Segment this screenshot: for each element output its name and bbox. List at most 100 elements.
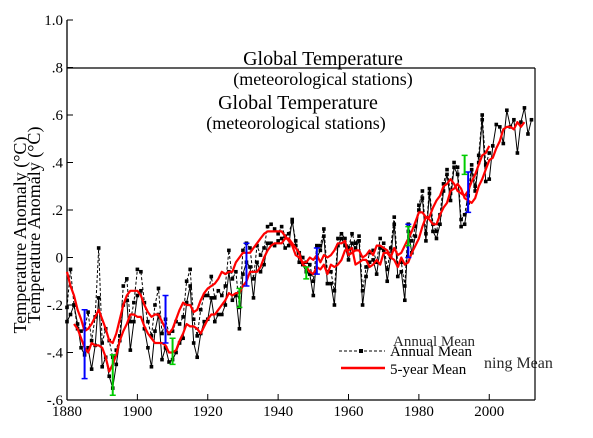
series-0-point (448, 198, 453, 203)
series-0-point (357, 239, 361, 243)
series-1-point (96, 246, 101, 250)
series-1-point (184, 279, 189, 284)
series-1-point (420, 189, 425, 193)
series-0-point (332, 303, 337, 307)
series-0-point (255, 260, 259, 265)
series-1-point (248, 246, 252, 250)
series-1-point (276, 231, 280, 236)
series-1-point (343, 236, 347, 241)
series-0-point (322, 234, 326, 238)
series-1-point (445, 167, 449, 172)
series-0-point (191, 341, 196, 345)
series-1-point (371, 248, 375, 253)
series-1-point (322, 227, 326, 231)
series-0-point (293, 243, 298, 248)
series-0-point (512, 117, 516, 122)
series-0-point (184, 300, 189, 305)
series-0-point (79, 345, 83, 350)
series-0-point (490, 144, 495, 148)
series-line-3 (65, 145, 491, 345)
series-1-point (181, 315, 185, 319)
series-0-point (135, 293, 140, 298)
series-0-point (353, 246, 358, 250)
series-1-point (177, 322, 182, 326)
series-0-point (146, 345, 150, 350)
series-1-point (332, 288, 337, 293)
series-0-point (427, 191, 432, 196)
chart-subtitle-1: (meteorological stations) (233, 69, 412, 90)
series-1-point (114, 348, 119, 352)
y-tick-label: -.4 (47, 346, 64, 362)
series-1-point (160, 331, 164, 336)
series-1-point (86, 310, 90, 314)
series-1-point (300, 255, 305, 260)
series-1-point (399, 260, 404, 265)
series-0-point (462, 222, 467, 227)
series-0-point (487, 177, 492, 181)
series-1-point (374, 260, 379, 265)
x-tick-label: 1920 (193, 404, 223, 420)
series-0-point (220, 312, 224, 317)
series-0-point (265, 241, 270, 246)
series-1-point (469, 163, 474, 167)
chart-subtitle-2: (meteorological stations) (206, 113, 385, 134)
y-tick-label: .6 (52, 108, 64, 124)
series-0-point (125, 298, 129, 303)
chart-title-2: Global Temperature (218, 92, 378, 114)
series-1-point (346, 246, 351, 250)
series-1-point (392, 215, 397, 219)
series-0-point (167, 360, 171, 364)
series-0-point (395, 274, 400, 279)
series-1-point (265, 224, 270, 229)
series-1-point (89, 338, 94, 343)
series-0-point (438, 222, 442, 227)
legend-annual-label: Annual Mean (390, 344, 473, 360)
series-0-point (234, 293, 238, 298)
series-1-point (121, 284, 126, 288)
series-0-point (311, 293, 316, 298)
series-0-point (318, 248, 323, 253)
series-1-point (205, 293, 210, 298)
series-1-point (191, 317, 196, 322)
series-0-point (473, 189, 477, 193)
series-1-point (65, 305, 69, 310)
series-0-point (209, 296, 214, 300)
legend-ghost-annual: Annual Mean (393, 334, 476, 350)
series-0-point (279, 236, 284, 241)
series-1-point (483, 163, 488, 167)
series-0-point (431, 229, 435, 234)
series-0-point (339, 236, 344, 241)
series-0-point (434, 236, 439, 241)
series-1-point (234, 269, 238, 274)
series-1-point (188, 267, 192, 272)
series-0-point (283, 246, 287, 250)
series-0-point (100, 364, 104, 369)
series-1-point (223, 284, 228, 288)
series-0-point (350, 241, 354, 246)
series-1-point (68, 267, 73, 272)
series-0-point (128, 348, 133, 352)
series-1-point (279, 224, 284, 229)
x-tick-label: 1880 (52, 404, 82, 420)
series-1-point (357, 234, 361, 238)
series-1-point (388, 246, 393, 250)
legend-ghost-running: ning Mean (484, 355, 553, 372)
y-tick-label: 0 (56, 251, 64, 267)
series-0-point (385, 279, 390, 284)
series-0-point (181, 336, 185, 341)
series-1-point (128, 319, 133, 324)
x-tick-label: 1940 (263, 404, 293, 420)
series-1-point (79, 329, 83, 333)
series-1-point (216, 288, 221, 293)
series-1-point (381, 241, 386, 246)
y-tick-label: .2 (52, 203, 63, 219)
series-0-point (417, 208, 421, 212)
series-1-point (125, 277, 129, 281)
series-0-point (469, 167, 474, 172)
x-tick-label: 2000 (474, 404, 504, 420)
y-tick-label: -.2 (47, 298, 63, 314)
series-0-point (262, 262, 266, 267)
series-1-point (462, 212, 467, 217)
series-1-point (153, 303, 157, 307)
series-1-point (434, 229, 439, 234)
